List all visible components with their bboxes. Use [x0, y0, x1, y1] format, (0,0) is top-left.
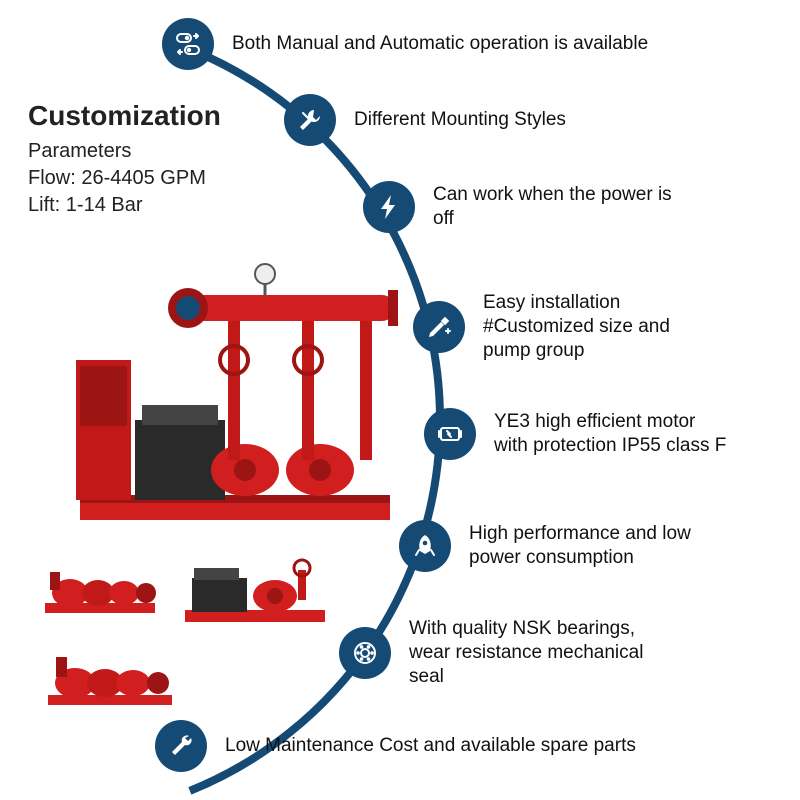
feature-item-2: Can work when the power is off [363, 181, 673, 233]
rocket-icon [399, 520, 451, 572]
spanner-icon [155, 720, 207, 772]
feature-text: Can work when the power is off [433, 183, 673, 231]
feature-item-3: Easy installation #Customized size and p… [413, 291, 713, 362]
feature-text: Easy installation #Customized size and p… [483, 291, 713, 362]
motor-icon [424, 408, 476, 460]
pump-thumb-3 [40, 645, 180, 710]
feature-item-7: Low Maintenance Cost and available spare… [155, 720, 636, 772]
flow-spec: Flow: 26-4405 GPM [28, 165, 221, 192]
bolt-icon [363, 181, 415, 233]
lift-spec: Lift: 1-14 Bar [28, 192, 221, 219]
pump-thumb-1 [40, 558, 160, 618]
feature-text: High performance and low power consumpti… [469, 522, 719, 570]
title-block: Customization Parameters Flow: 26-4405 G… [28, 100, 221, 219]
pump-system-illustration [70, 240, 400, 530]
pump-thumb-2 [180, 550, 330, 625]
feature-text: Different Mounting Styles [354, 108, 566, 132]
feature-item-5: High performance and low power consumpti… [399, 520, 719, 572]
feature-text: Low Maintenance Cost and available spare… [225, 734, 636, 758]
customization-heading: Customization [28, 100, 221, 132]
feature-item-0: Both Manual and Automatic operation is a… [162, 18, 648, 70]
bearing-icon [339, 627, 391, 679]
feature-text: Both Manual and Automatic operation is a… [232, 32, 648, 56]
feature-item-1: Different Mounting Styles [284, 94, 566, 146]
install-icon [413, 301, 465, 353]
feature-item-6: With quality NSK bearings, wear resistan… [339, 617, 669, 688]
feature-item-4: YE3 high efficient motor with protection… [424, 408, 734, 460]
toggle-icon [162, 18, 214, 70]
parameters-label: Parameters [28, 138, 221, 165]
feature-text: YE3 high efficient motor with protection… [494, 410, 734, 458]
wrench-icon [284, 94, 336, 146]
feature-text: With quality NSK bearings, wear resistan… [409, 617, 669, 688]
